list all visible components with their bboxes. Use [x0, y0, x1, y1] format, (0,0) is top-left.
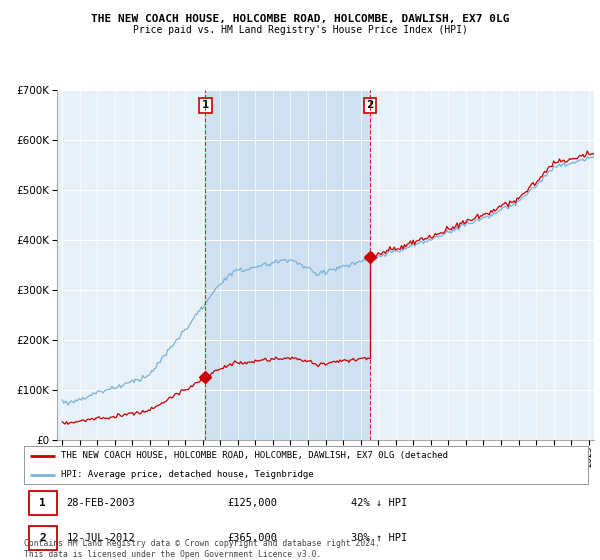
- Text: 28-FEB-2003: 28-FEB-2003: [66, 498, 135, 508]
- Bar: [205, 90, 370, 440]
- Text: 1: 1: [202, 100, 209, 110]
- Text: HPI: Average price, detached house, Teignbridge: HPI: Average price, detached house, Teig…: [61, 470, 313, 479]
- Text: THE NEW COACH HOUSE, HOLCOMBE ROAD, HOLCOMBE, DAWLISH, EX7 0LG: THE NEW COACH HOUSE, HOLCOMBE ROAD, HOLC…: [91, 14, 509, 24]
- Text: £365,000: £365,000: [227, 533, 277, 543]
- Bar: [29, 492, 57, 515]
- Text: Price paid vs. HM Land Registry's House Price Index (HPI): Price paid vs. HM Land Registry's House …: [133, 25, 467, 35]
- Text: 30% ↑ HPI: 30% ↑ HPI: [351, 533, 407, 543]
- Text: 2: 2: [39, 533, 46, 543]
- Text: THE NEW COACH HOUSE, HOLCOMBE ROAD, HOLCOMBE, DAWLISH, EX7 0LG (detached: THE NEW COACH HOUSE, HOLCOMBE ROAD, HOLC…: [61, 451, 448, 460]
- Text: Contains HM Land Registry data © Crown copyright and database right 2024.
This d: Contains HM Land Registry data © Crown c…: [24, 539, 380, 559]
- Text: 42% ↓ HPI: 42% ↓ HPI: [351, 498, 407, 508]
- Bar: [29, 526, 57, 550]
- Text: 1: 1: [39, 498, 46, 508]
- Text: 12-JUL-2012: 12-JUL-2012: [66, 533, 135, 543]
- Text: 2: 2: [366, 100, 374, 110]
- Text: £125,000: £125,000: [227, 498, 277, 508]
